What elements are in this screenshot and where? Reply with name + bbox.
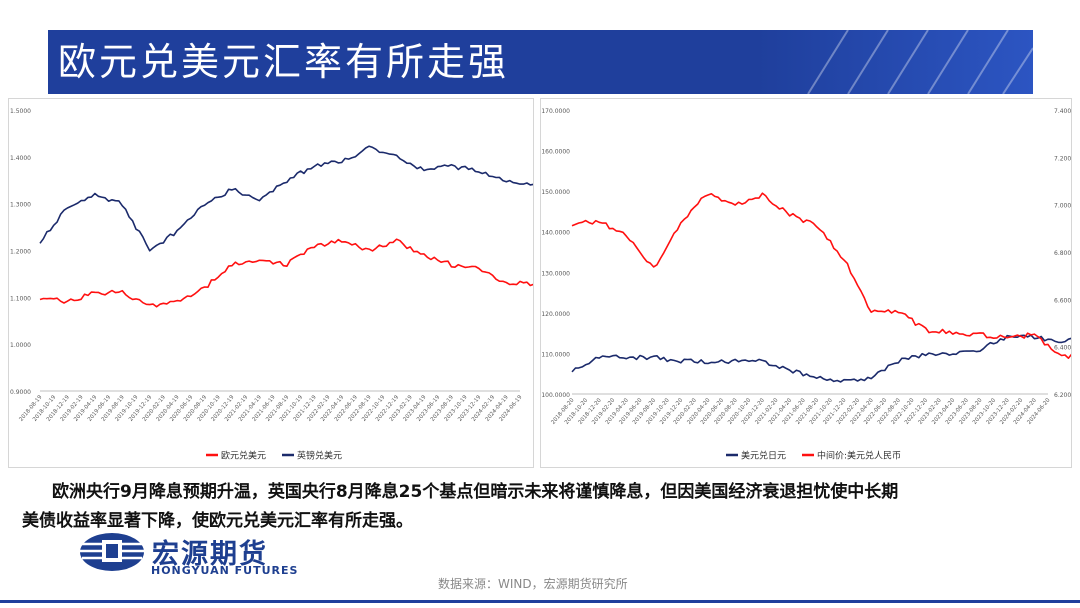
- chart-eur-gbp-usd-svg: 0.9000 1.0000 1.1000 1.2000 1.3000 1.4000 1.50…: [10, 108, 1001, 462]
- y-tick-label-left: 140.0000: [541, 230, 570, 237]
- y-tick-label-left: 1.5000: [10, 108, 31, 115]
- chart-frame: [540, 98, 1072, 468]
- y-tick-label-left: 150.0000: [541, 189, 570, 196]
- y-tick-label-right: 6.2000: [1054, 392, 1072, 399]
- y-tick-label-left: 110.0000: [541, 351, 570, 358]
- logo-text-en: HONGYUAN FUTURES: [151, 564, 299, 577]
- legend-label: 欧元兑美元: [221, 450, 266, 462]
- y-tick-label-right: 6.6000: [1054, 297, 1072, 304]
- y-tick-label-left: 120.0000: [541, 311, 570, 318]
- chart-eur-gbp-usd: 0.9000 1.0000 1.1000 1.2000 1.3000 1.4000 1.50…: [8, 98, 1001, 468]
- y-tick-label-right: 7.2000: [1054, 155, 1072, 162]
- y-tick-label-left: 1.0000: [10, 342, 31, 349]
- caption-line-2: 美债收益率显著下降，使欧元兑美元汇率有所走强。: [22, 511, 413, 531]
- caption-line-1: 欧洲央行9月降息预期升温，英国央行8月降息25个基点但暗示未来将谨慎降息，但因美…: [52, 482, 899, 502]
- y-tick-label-left: 1.1000: [10, 295, 31, 302]
- chart-usdjpy-usdcny: 100.0000 110.0000 120.0000 130.0000 140.0000…: [540, 98, 1080, 468]
- legend-label: 英镑兑美元: [297, 450, 342, 462]
- bottom-rule: [0, 600, 1080, 603]
- legend-label: 中间价:美元兑人民币: [817, 450, 901, 462]
- y-tick-label-left: 0.9000: [10, 389, 31, 396]
- page-title: 欧元兑美元汇率有所走强: [58, 40, 510, 84]
- y-tick-label-left: 130.0000: [541, 270, 570, 277]
- chart-usdjpy-usdcny-svg: 100.0000 110.0000 120.0000 130.0000 140.0000…: [541, 108, 1080, 462]
- data-source: 数据来源：WIND，宏源期货研究所: [438, 577, 628, 591]
- series-line-2: [571, 192, 1080, 359]
- series-line-1: [571, 331, 1080, 383]
- chart-frame: [8, 98, 534, 468]
- title-banner: [48, 30, 1033, 94]
- y-tick-label-right: 6.4000: [1054, 345, 1072, 352]
- y-tick-label-left: 170.0000: [541, 108, 570, 115]
- caption: 欧洲央行9月降息预期升温，英国央行8月降息25个基点但暗示未来将谨慎降息，但因美…: [22, 478, 1062, 536]
- y-tick-label-left: 1.4000: [10, 155, 31, 162]
- y-tick-label-right: 7.0000: [1054, 203, 1072, 210]
- y-tick-label-left: 160.0000: [541, 149, 570, 156]
- logo-text-cn: 宏源期货: [152, 539, 268, 570]
- y-tick-label-left: 1.3000: [10, 202, 31, 209]
- y-tick-label-left: 1.2000: [10, 249, 31, 256]
- y-tick-label-right: 6.8000: [1054, 250, 1072, 257]
- y-tick-label-right: 7.4000: [1054, 108, 1072, 115]
- y-tick-label-left: 100.0000: [541, 392, 570, 399]
- hongyuan-logo-icon: [80, 533, 144, 571]
- legend-label: 美元兑日元: [741, 450, 786, 462]
